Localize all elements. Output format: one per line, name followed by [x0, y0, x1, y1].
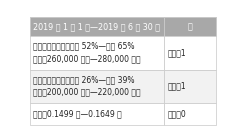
Bar: [30, 17, 164, 36]
Text: 盈利：0: 盈利：0: [168, 109, 186, 118]
Bar: [30, 36, 164, 70]
Bar: [30, 70, 164, 103]
Bar: [164, 36, 216, 70]
Text: 盈利：0.1499 元—0.1649 元: 盈利：0.1499 元—0.1649 元: [33, 109, 121, 118]
Text: 比上年同期上升：上升 26%—上升 39%: 比上年同期上升：上升 26%—上升 39%: [33, 75, 134, 84]
Text: 比上年同期上升：上升 52%—上升 65%: 比上年同期上升：上升 52%—上升 65%: [33, 42, 134, 51]
Text: 上: 上: [188, 22, 192, 31]
Bar: [164, 103, 216, 125]
Text: 2019 年 1 月 1 日—2019 年 6 月 30 日: 2019 年 1 月 1 日—2019 年 6 月 30 日: [33, 22, 160, 31]
Text: 盈利：260,000 万元—280,000 万元: 盈利：260,000 万元—280,000 万元: [33, 54, 140, 63]
Bar: [164, 17, 216, 36]
Bar: [164, 70, 216, 103]
Bar: [30, 103, 164, 125]
Text: 盈利：1: 盈利：1: [168, 82, 186, 91]
Text: 盈利：200,000 万元—220,000 万元: 盈利：200,000 万元—220,000 万元: [33, 88, 140, 97]
Text: 盈利：1: 盈利：1: [168, 48, 186, 57]
